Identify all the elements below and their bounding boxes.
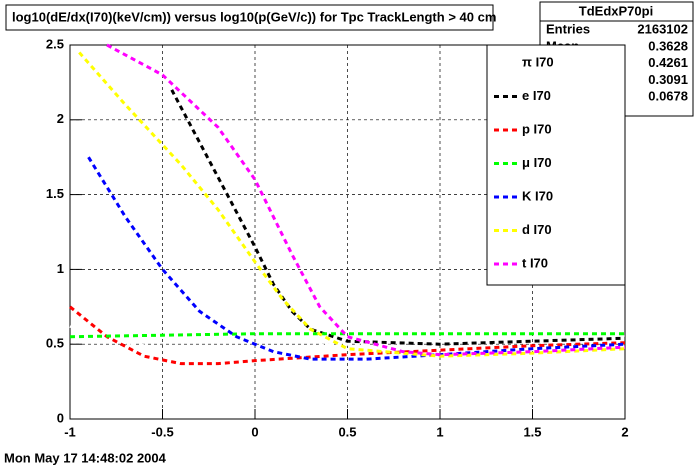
legend-label: π I70	[522, 54, 554, 69]
title-box	[5, 4, 494, 31]
x-tick-label: 0.5	[338, 424, 356, 439]
series-line	[106, 43, 626, 357]
chart-title: log10(dE/dx(I70)(keV/cm)) versus log10(p…	[12, 9, 496, 24]
legend-label: t I70	[522, 255, 548, 270]
stats-value: 0.0678	[648, 89, 688, 104]
stats-value: 0.3091	[648, 72, 688, 87]
legend-label: K I70	[522, 188, 553, 203]
y-tick-label: 2.5	[46, 36, 64, 51]
y-tick-label: 2	[57, 111, 64, 126]
x-tick-label: 1	[436, 424, 443, 439]
stats-title: TdEdxP70pi	[579, 3, 653, 18]
y-tick-label: 0	[57, 410, 64, 425]
stats-value: 0.3628	[648, 38, 688, 53]
x-tick-label: 2	[621, 424, 628, 439]
stats-label: Entries	[546, 21, 590, 36]
legend-label: μ I70	[522, 155, 552, 170]
y-tick-label: 1	[57, 261, 64, 276]
stats-value: 0.4261	[648, 55, 688, 70]
series-line	[69, 324, 626, 352]
y-tick-label: 0.5	[46, 336, 64, 351]
legend-label: d I70	[522, 222, 552, 237]
y-tick-label: 1.5	[46, 186, 64, 201]
x-tick-label: 1.5	[523, 424, 541, 439]
series-line	[69, 305, 626, 366]
legend-label: e I70	[522, 88, 551, 103]
legend-label: p I70	[522, 121, 552, 136]
legend-box	[486, 44, 626, 286]
timestamp: Mon May 17 14:48:02 2004	[4, 450, 167, 465]
x-tick-label: 0	[251, 424, 258, 439]
x-tick-label: -1	[64, 424, 76, 439]
x-tick-label: -0.5	[151, 424, 173, 439]
series-line	[78, 51, 626, 358]
stats-value: 2163102	[637, 21, 688, 36]
